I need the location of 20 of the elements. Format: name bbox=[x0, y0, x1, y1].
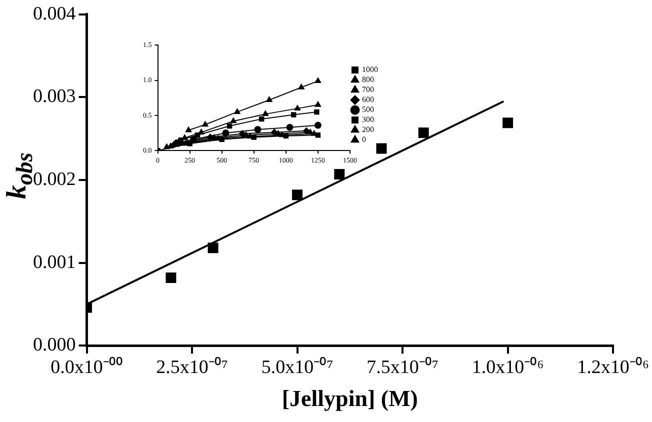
y-tick-label: 0.004 bbox=[33, 3, 76, 24]
legend-label: 200 bbox=[362, 125, 374, 134]
legend-label: 0 bbox=[362, 135, 366, 144]
y-tick-label: 0.000 bbox=[33, 334, 76, 356]
legend-label: 700 bbox=[362, 85, 374, 94]
y-tick-label: 0.002 bbox=[33, 168, 76, 190]
x-tick-label: 2.5x10⁻⁰⁷ bbox=[156, 356, 228, 378]
x-tick-label: 1.0x10⁻⁰⁶ bbox=[472, 356, 544, 378]
x-tick-label: 0.0x10⁻⁰⁰ bbox=[50, 356, 123, 378]
legend-label: 300 bbox=[362, 115, 374, 124]
legend-label: 800 bbox=[362, 75, 374, 84]
x-tick-label: 7.5x10⁻⁰⁷ bbox=[366, 356, 438, 378]
y-tick-label: 0.001 bbox=[33, 252, 76, 273]
x-tick-label: 5.0x10⁻⁰⁷ bbox=[261, 356, 334, 378]
legend-label: 500 bbox=[362, 105, 374, 114]
x-axis-title: [Jellypin] (M) bbox=[282, 386, 418, 412]
legend-label: 600 bbox=[362, 95, 374, 104]
y-tick-label: 0.003 bbox=[33, 86, 76, 108]
x-tick-label: 1.2x10⁻⁰⁶ bbox=[577, 356, 649, 378]
legend-label: 1000 bbox=[362, 65, 378, 74]
